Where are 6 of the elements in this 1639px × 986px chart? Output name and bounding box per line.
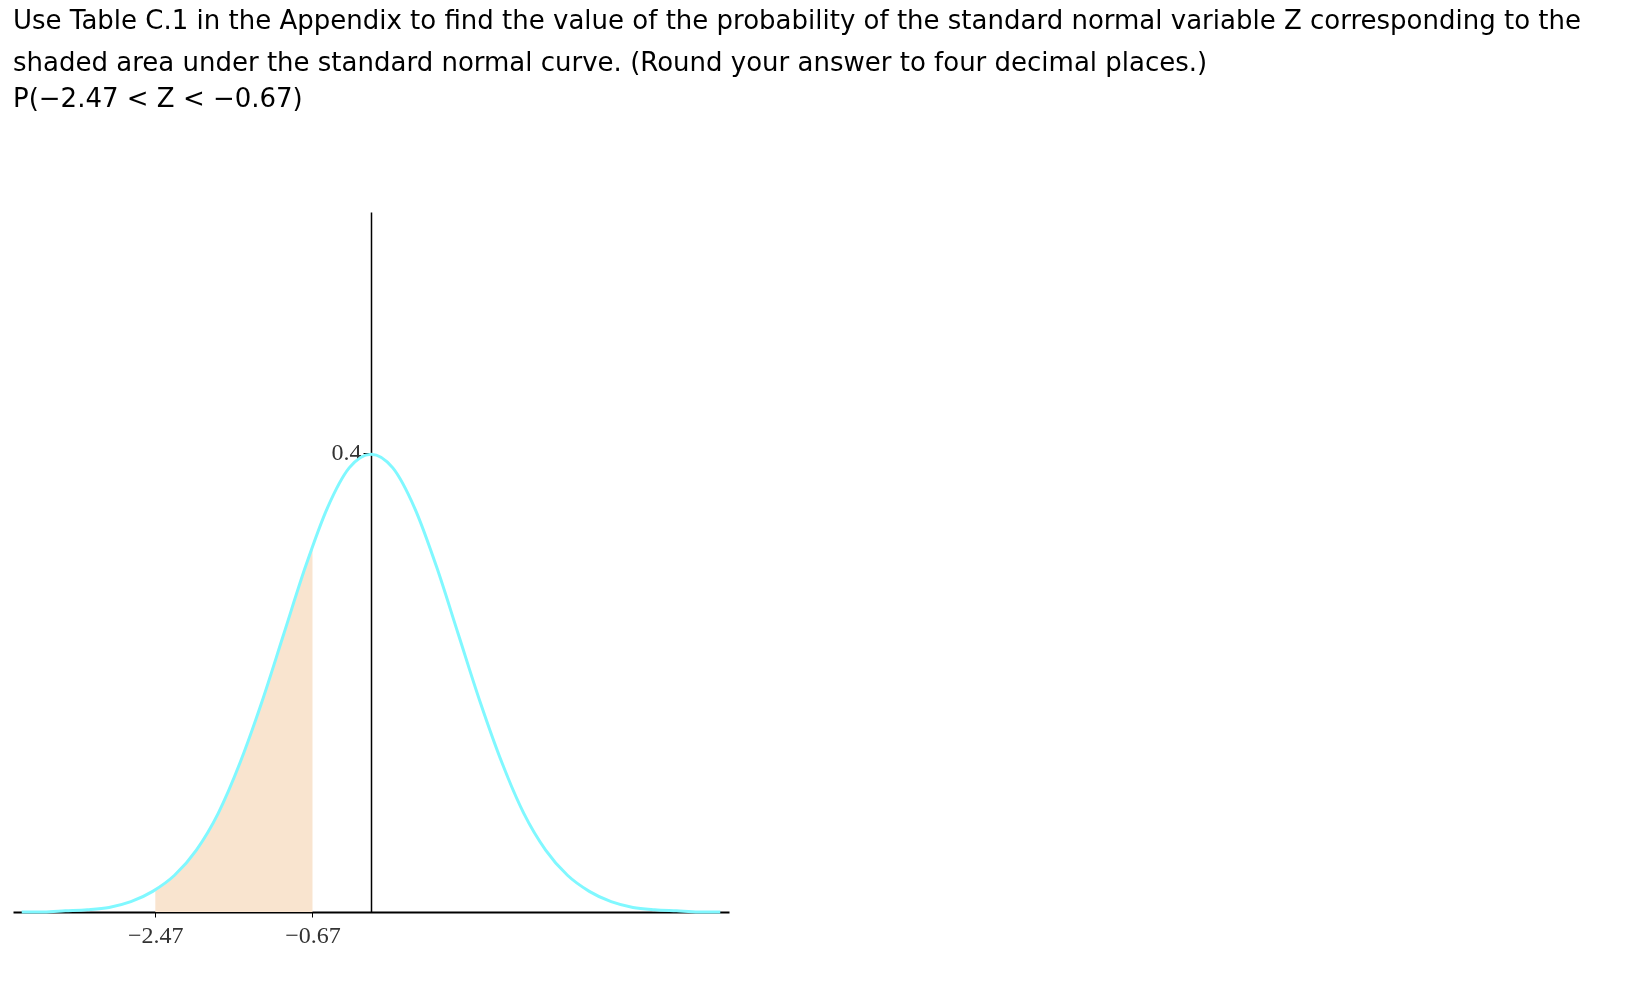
x-tick-label: −2.47 <box>128 921 184 948</box>
y-tick-label: 0.4 <box>331 439 362 466</box>
x-tick-label: −0.67 <box>285 921 341 948</box>
text: shaded area under the standard normal curve. (Round your answer to four decimal places.) <box>13 47 1208 77</box>
text: Use Table C.1 in the Appendix to find the value of the probability of the standard normal variable Z corresponding to the <box>13 5 1581 35</box>
chart-subtitle: P(−2.47 < Z < −0.67) <box>13 83 303 113</box>
